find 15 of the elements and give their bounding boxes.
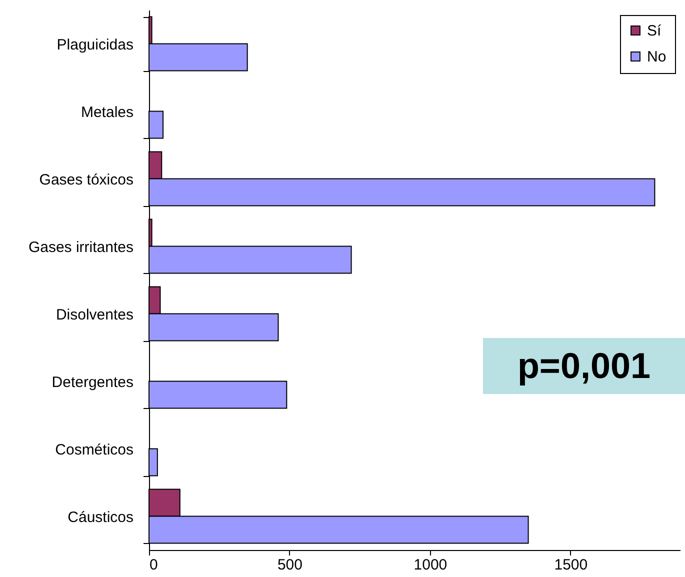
y-tick-label: Disolventes (56, 306, 134, 324)
y-tick-label: Plaguicidas (56, 36, 134, 54)
y-tick-label: Detergentes (52, 374, 134, 391)
y-tick-label: Gases irritantes (28, 238, 134, 256)
x-tick-label: 0 (150, 556, 158, 574)
annotation-box: p=0,001 (483, 338, 685, 394)
y-tick-label: Metales (80, 104, 134, 121)
y-tick-label: Cáusticos (68, 508, 134, 526)
x-tick-label: 1000 (414, 556, 448, 574)
x-tick-label: 1500 (554, 556, 588, 574)
legend-label: Sí (647, 22, 662, 40)
y-tick-label: Cosméticos (55, 441, 134, 458)
x-tick-label: 500 (277, 556, 302, 574)
legend-label: No (647, 48, 666, 66)
y-tick-label: Gases tóxicos (39, 171, 134, 188)
